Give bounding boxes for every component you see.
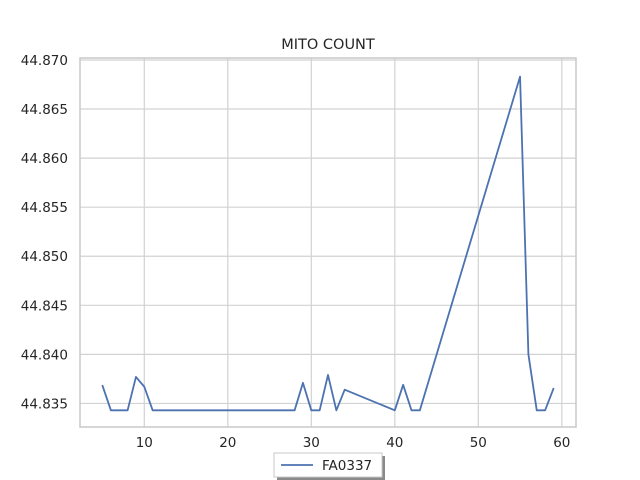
x-tick-label: 50 xyxy=(470,435,487,451)
x-tick-label: 20 xyxy=(219,435,236,451)
y-tick-label: 44.860 xyxy=(21,151,68,167)
x-tick-label: 10 xyxy=(136,435,153,451)
y-tick-label: 44.850 xyxy=(21,249,68,265)
chart-title: MITO COUNT xyxy=(281,37,375,53)
tick-labels: 10 20 30 40 50 60 44.835 44.840 44.845 44.850 44.8… xyxy=(21,53,571,451)
legend-label: FA0337 xyxy=(322,458,372,474)
y-tick-label: 44.865 xyxy=(21,102,68,118)
y-tick-label: 44.870 xyxy=(21,53,68,69)
legend: FA0337 xyxy=(273,452,385,480)
x-tick-label: 60 xyxy=(553,435,570,451)
y-tick-label: 44.845 xyxy=(21,298,68,314)
x-tick-label: 30 xyxy=(303,435,320,451)
x-tick-label: 40 xyxy=(386,435,403,451)
series-layer xyxy=(101,75,555,412)
plot-frame xyxy=(79,57,577,428)
y-tick-label: 44.840 xyxy=(21,347,68,363)
y-tick-label: 44.855 xyxy=(21,200,68,216)
grid-lines xyxy=(80,58,576,427)
series-line-0 xyxy=(101,75,555,412)
y-tick-label: 44.835 xyxy=(21,396,68,412)
